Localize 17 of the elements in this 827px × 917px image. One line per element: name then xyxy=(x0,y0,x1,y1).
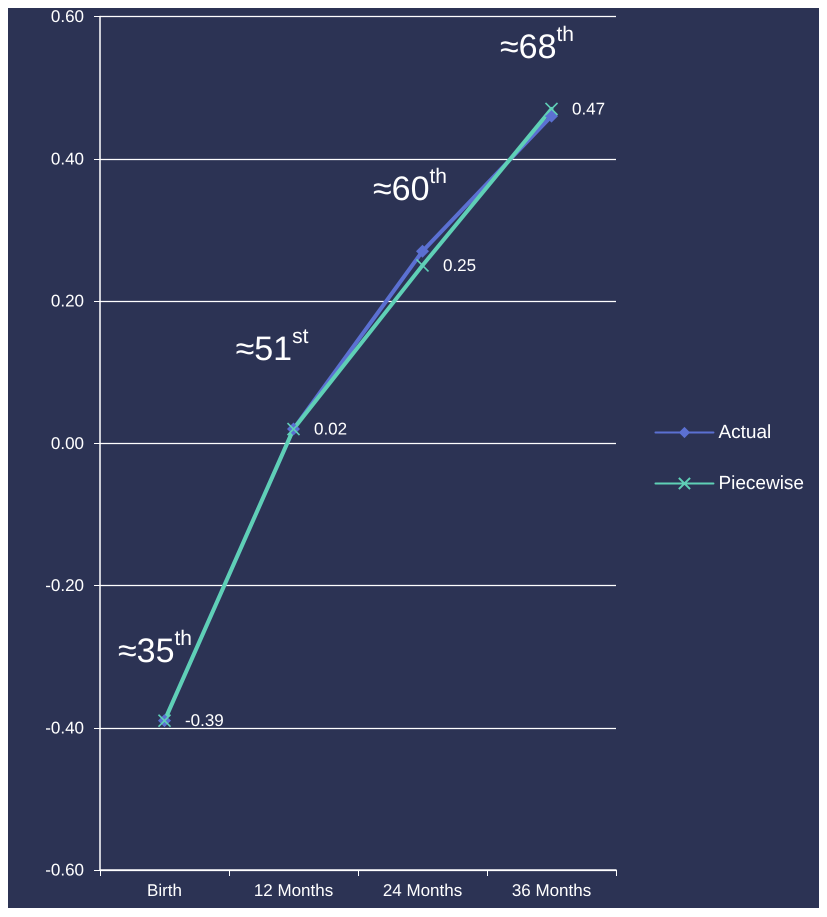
data-label: -0.39 xyxy=(185,711,224,730)
data-label: 0.25 xyxy=(443,256,476,275)
legend-label: Actual xyxy=(718,422,772,443)
x-tick-label: Birth xyxy=(147,881,182,900)
y-tick-label: -0.40 xyxy=(45,718,84,738)
y-tick-label: 0.00 xyxy=(50,434,84,453)
y-tick-label: 0.20 xyxy=(50,292,84,310)
data-label: 0.47 xyxy=(572,99,606,118)
x-tick-label: 12 Months xyxy=(254,881,334,900)
data-label: 0.02 xyxy=(314,420,348,439)
y-tick-label: 0.60 xyxy=(50,7,84,26)
x-tick-label: 24 Months xyxy=(382,881,462,900)
x-tick-label: 36 Months xyxy=(512,881,592,900)
y-tick-label: -0.20 xyxy=(45,576,84,595)
legend-label: Piecewise xyxy=(718,473,804,494)
y-tick-label: 0.40 xyxy=(50,149,84,168)
y-tick-label: -0.60 xyxy=(45,860,84,880)
